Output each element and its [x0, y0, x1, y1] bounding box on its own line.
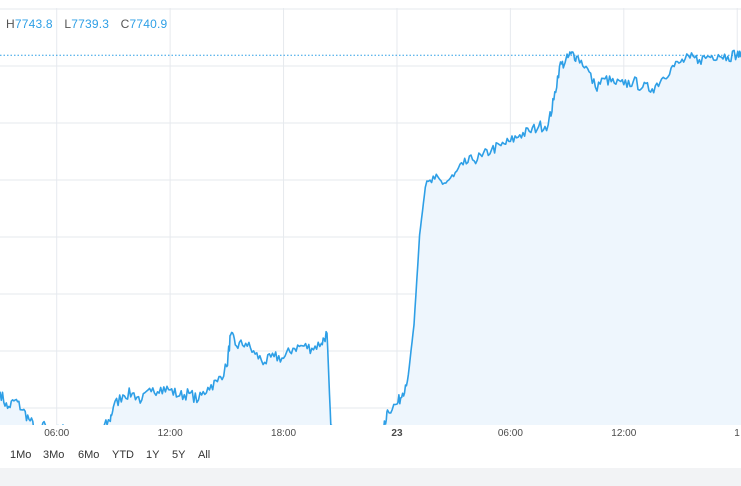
range-3mo-button[interactable]: 3Mo: [43, 449, 65, 461]
x-axis: 06:00 12:00 18:00 23 06:00 12:00 1: [0, 425, 741, 443]
price-chart[interactable]: H7743.8 L7739.3 C7740.9: [0, 0, 741, 455]
footer-bar: [0, 468, 741, 486]
x-tick-label: 06:00: [497, 428, 523, 439]
x-tick-label: 18:00: [271, 428, 297, 439]
x-tick-label: 06:00: [44, 428, 70, 439]
range-6mo-button[interactable]: 6Mo: [78, 449, 100, 461]
range-selector: 1Mo 3Mo 6Mo YTD 1Y 5Y All: [0, 444, 741, 468]
x-tick-label: 1: [734, 428, 740, 439]
range-1y-button[interactable]: 1Y: [146, 449, 160, 461]
range-all-button[interactable]: All: [198, 449, 211, 461]
x-tick-label: 12:00: [157, 428, 183, 439]
close-key: C: [120, 17, 130, 31]
ohlc-legend: H7743.8 L7739.3 C7740.9: [6, 17, 167, 31]
range-ytd-button[interactable]: YTD: [112, 449, 134, 461]
high-key: H: [6, 17, 15, 31]
x-tick-label: 12:00: [611, 428, 637, 439]
price-area: [0, 50, 741, 454]
high-value: 7743.8: [14, 17, 53, 31]
x-tick-label: 23: [391, 428, 403, 439]
range-1mo-button[interactable]: 1Mo: [10, 449, 32, 461]
price-chart-svg: [0, 8, 741, 455]
range-5y-button[interactable]: 5Y: [172, 449, 186, 461]
close-value: 7740.9: [129, 17, 168, 31]
low-value: 7739.3: [71, 17, 110, 31]
low-key: L: [64, 17, 72, 31]
